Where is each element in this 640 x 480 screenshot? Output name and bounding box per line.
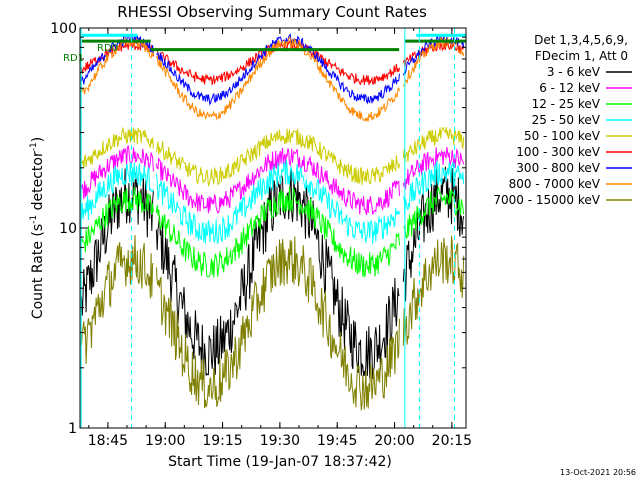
legend-label-2: 6 - 12 keV: [539, 81, 601, 95]
chart-title: RHESSI Observing Summary Count Rates: [117, 3, 427, 21]
legend-label-4: 25 - 50 keV: [532, 113, 601, 127]
series-line-5: [81, 126, 465, 187]
x-tick-label: 20:00: [374, 433, 414, 449]
y-tick-label: 10: [59, 221, 77, 237]
legend-label-7: 300 - 800 keV: [516, 161, 600, 175]
legend-header-line-1: Det 1,3,4,5,6,9,: [534, 33, 628, 47]
x-tick-label: 19:30: [260, 433, 300, 449]
x-tick-label: 20:15: [432, 433, 472, 449]
x-axis: 18:45 19:00 19:15 19:30 19:45 20:00 20:15: [88, 28, 472, 449]
legend-label-1: 3 - 6 keV: [547, 65, 601, 79]
legend-label-5: 50 - 100 keV: [524, 129, 601, 143]
x-tick-label: 18:45: [88, 433, 128, 449]
y-tick-label: 100: [50, 21, 77, 37]
y-tick-label: 1: [68, 421, 77, 437]
rd1-label: RD1: [63, 53, 84, 64]
legend-label-8: 800 - 7000 keV: [509, 177, 601, 191]
series-line-9: [81, 234, 465, 411]
series-line-2: [81, 145, 465, 215]
plot-area: [79, 27, 467, 429]
legend-label-6: 100 - 300 keV: [516, 145, 600, 159]
legend: Det 1,3,4,5,6,9, FDecim 1, Att 0 3 - 6 k…: [493, 33, 632, 207]
rd0-label: RD0: [97, 43, 118, 54]
legend-label-9: 7000 - 15000 keV: [493, 193, 600, 207]
legend-label-3: 12 - 25 keV: [532, 97, 601, 111]
x-tick-label: 19:00: [145, 433, 185, 449]
legend-header-line-2: FDecim 1, Att 0: [535, 49, 628, 63]
series-line-3: [81, 186, 465, 278]
y-axis-label: Count Rate (s-1 detector-1): [29, 137, 46, 319]
x-tick-label: 19:15: [202, 433, 242, 449]
footer-timestamp: 13-Oct-2021 20:56: [560, 468, 636, 477]
series-line-4: [81, 159, 465, 245]
x-axis-label: Start Time (19-Jan-07 18:37:42): [168, 454, 392, 470]
x-tick-label: 19:45: [317, 433, 357, 449]
y-axis: 1 10 100: [50, 21, 466, 437]
